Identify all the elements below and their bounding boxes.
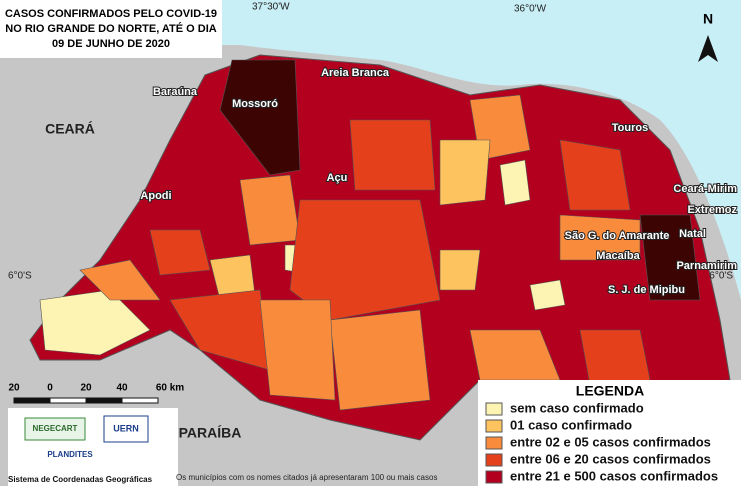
legend: sem caso confirmado 01 caso confirmado ent… bbox=[485, 400, 718, 484]
city-labels: Baraúna Mossoró Areia Branca Touros Açu Apodi… bbox=[139, 66, 738, 297]
city-label: Areia Branca bbox=[321, 67, 390, 79]
coordinate-label: 6°0'S bbox=[709, 271, 733, 282]
state-label: PARAÍBA bbox=[179, 425, 242, 441]
municipalities bbox=[39, 59, 701, 411]
scale-segment bbox=[13, 397, 51, 404]
logo bbox=[103, 415, 149, 443]
legend-swatch bbox=[485, 402, 503, 416]
legend-swatch bbox=[485, 436, 503, 450]
coordinate-system: Sistema de Coordenadas Geográficas bbox=[8, 475, 153, 484]
logo-text: UERN bbox=[113, 423, 139, 433]
legend-label: entre 21 e 500 casos confirmados bbox=[510, 468, 718, 483]
coordinate-label: 36°0'W bbox=[514, 4, 547, 15]
scale-label: 20 bbox=[80, 383, 92, 394]
scale-label: 0 bbox=[47, 383, 53, 394]
sea bbox=[0, 0, 741, 300]
north-arrow bbox=[698, 35, 718, 62]
city-label: Extremoz bbox=[687, 204, 737, 216]
legend-title: LEGENDA bbox=[576, 383, 644, 399]
logo-text: PLANDITES bbox=[47, 450, 93, 459]
footnote: Os municípios com os nomes citados já ap… bbox=[176, 473, 437, 482]
title-line: CASOS CONFIRMADOS PELO COVID-19 bbox=[5, 8, 217, 20]
city-label: Parnamirim bbox=[676, 260, 737, 272]
scale-label: 20 bbox=[8, 383, 20, 394]
scale-segment bbox=[121, 397, 159, 404]
city-label: Touros bbox=[612, 122, 648, 134]
legend-swatch bbox=[485, 453, 503, 467]
city-label: Macaíba bbox=[596, 250, 640, 262]
coordinate-label: 6°0'S bbox=[8, 271, 32, 282]
legend-box bbox=[478, 380, 741, 486]
scale-label: 60 km bbox=[156, 383, 184, 394]
title-line: 09 DE JUNHO DE 2020 bbox=[52, 38, 170, 50]
legend-swatch bbox=[485, 470, 503, 484]
title-box bbox=[0, 0, 222, 58]
city-label: Açu bbox=[327, 172, 348, 184]
legend-label: entre 02 e 05 casos confirmados bbox=[510, 434, 711, 449]
city-label: Natal bbox=[679, 228, 706, 240]
scale-bar: 20 0 20 40 60 km bbox=[8, 383, 184, 404]
title-line: NO RIO GRANDE DO NORTE, ATÉ O DIA bbox=[5, 22, 217, 35]
city-label: Ceará-Mirim bbox=[673, 183, 737, 195]
city-label: S. J. de Mipibu bbox=[608, 284, 685, 296]
city-label: São G. do Amarante bbox=[565, 230, 670, 242]
north-label: N bbox=[703, 11, 713, 27]
city-label: Apodi bbox=[140, 190, 171, 202]
city-label: Baraúna bbox=[153, 86, 198, 98]
legend-swatch bbox=[485, 419, 503, 433]
logo bbox=[24, 417, 86, 441]
coordinate-label: 37°30'W bbox=[252, 2, 290, 13]
city-label: Mossoró bbox=[232, 98, 278, 110]
scale-segment bbox=[49, 397, 87, 404]
state-label: CEARÁ bbox=[45, 121, 95, 137]
legend-label: 01 caso confirmado bbox=[510, 417, 632, 432]
scale-segment bbox=[85, 397, 123, 404]
logo-text: NEGECART bbox=[33, 424, 78, 433]
legend-label: entre 06 e 20 casos confirmados bbox=[510, 451, 711, 466]
scale-label: 40 bbox=[116, 383, 128, 394]
legend-label: sem caso confirmado bbox=[510, 400, 644, 415]
